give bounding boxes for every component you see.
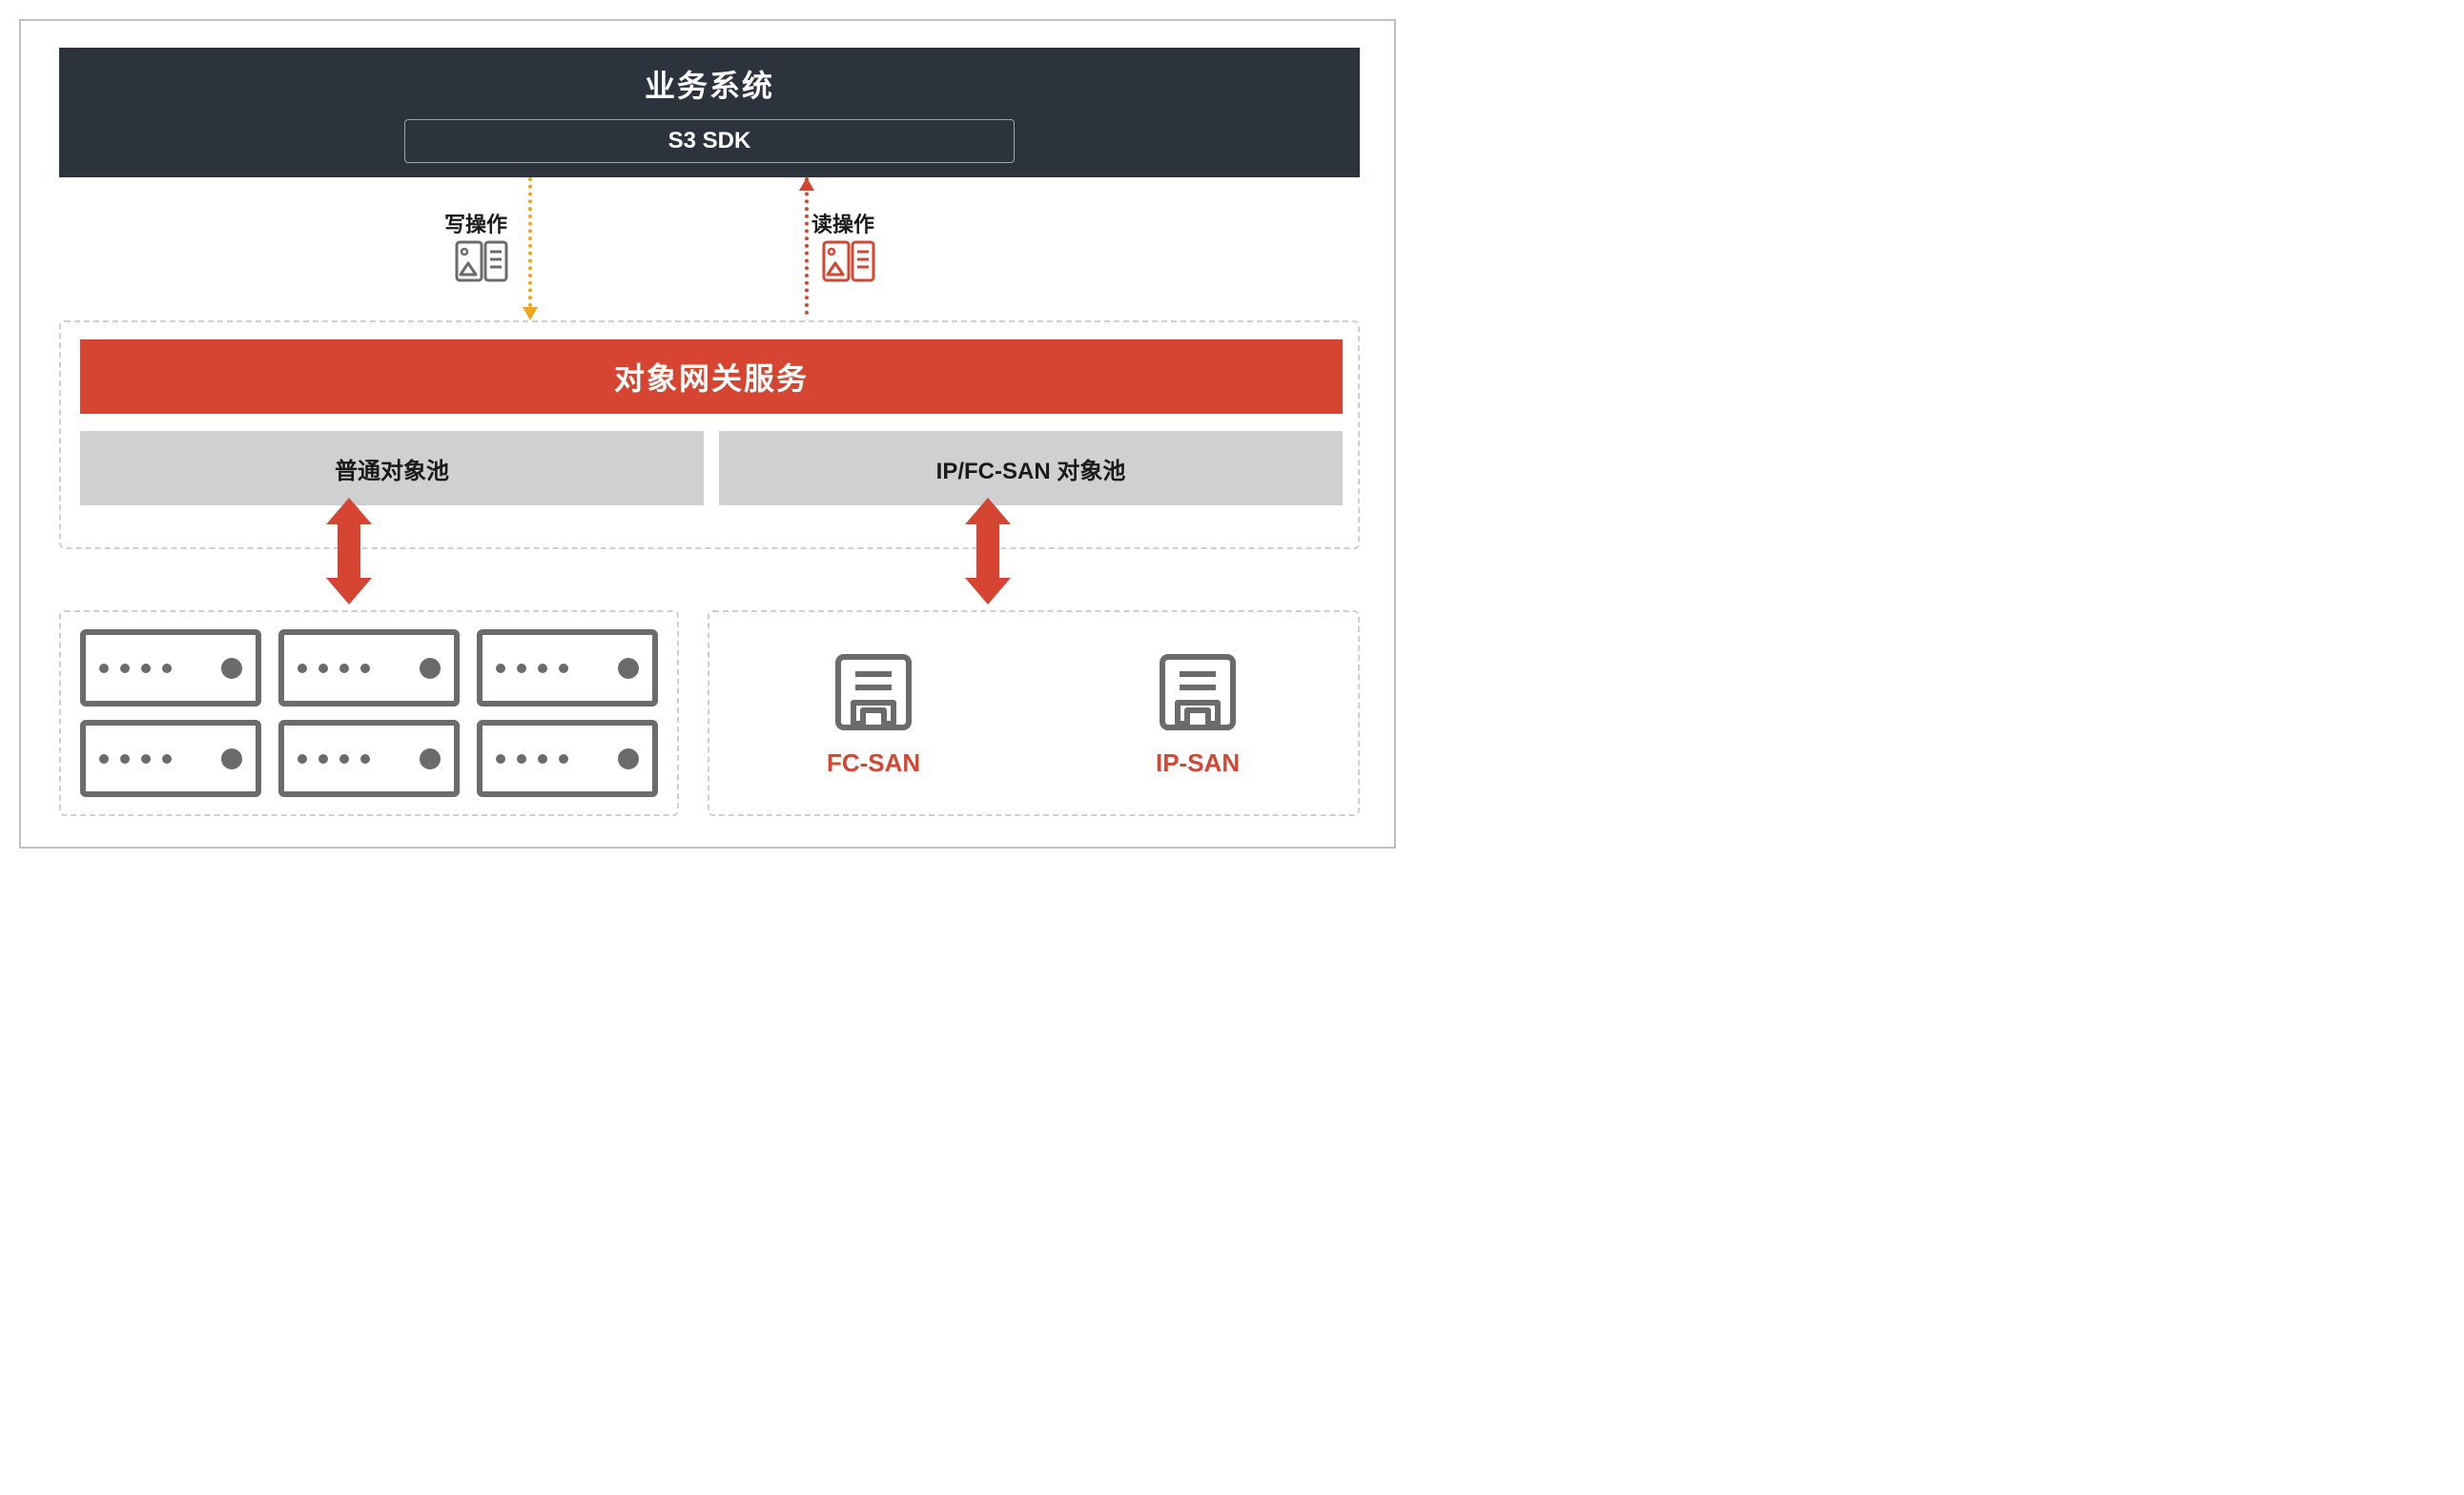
write-arrow-line	[528, 177, 532, 315]
storage-icon	[831, 649, 916, 735]
server-unit	[80, 629, 261, 707]
fc-san-item: FC-SAN	[827, 649, 920, 778]
write-op-label: 写操作	[444, 208, 507, 238]
server-unit	[278, 720, 460, 797]
read-op-label: 读操作	[811, 208, 874, 238]
document-icon	[822, 238, 875, 289]
server-unit	[477, 720, 658, 797]
business-system-title: 业务系统	[645, 62, 774, 106]
normal-object-pool: 普通对象池	[80, 431, 704, 505]
document-icon	[455, 238, 508, 289]
ip-san-label: IP-SAN	[1156, 748, 1240, 778]
architecture-diagram: 业务系统 S3 SDK 写操作 读操作 对象网关服务	[19, 19, 1396, 849]
gateway-panel: 对象网关服务 普通对象池 IP/FC-SAN 对象池	[59, 320, 1360, 549]
s3-sdk-box: S3 SDK	[404, 119, 1015, 163]
san-panel: FC-SAN IP-SAN	[708, 610, 1360, 816]
storage-icon	[1155, 649, 1241, 735]
bidir-arrow-right	[965, 498, 1011, 604]
write-arrow-head	[523, 307, 538, 320]
servers-panel	[59, 610, 679, 816]
bidir-arrow-left	[326, 498, 372, 604]
server-unit	[278, 629, 460, 707]
fc-san-label: FC-SAN	[827, 748, 920, 778]
server-unit	[477, 629, 658, 707]
object-gateway-bar: 对象网关服务	[80, 339, 1343, 414]
read-arrow-head	[799, 177, 814, 191]
business-system-block: 业务系统 S3 SDK	[59, 48, 1360, 177]
read-arrow-line	[805, 177, 809, 315]
ip-san-item: IP-SAN	[1155, 649, 1241, 778]
server-unit	[80, 720, 261, 797]
san-object-pool: IP/FC-SAN 对象池	[719, 431, 1343, 505]
